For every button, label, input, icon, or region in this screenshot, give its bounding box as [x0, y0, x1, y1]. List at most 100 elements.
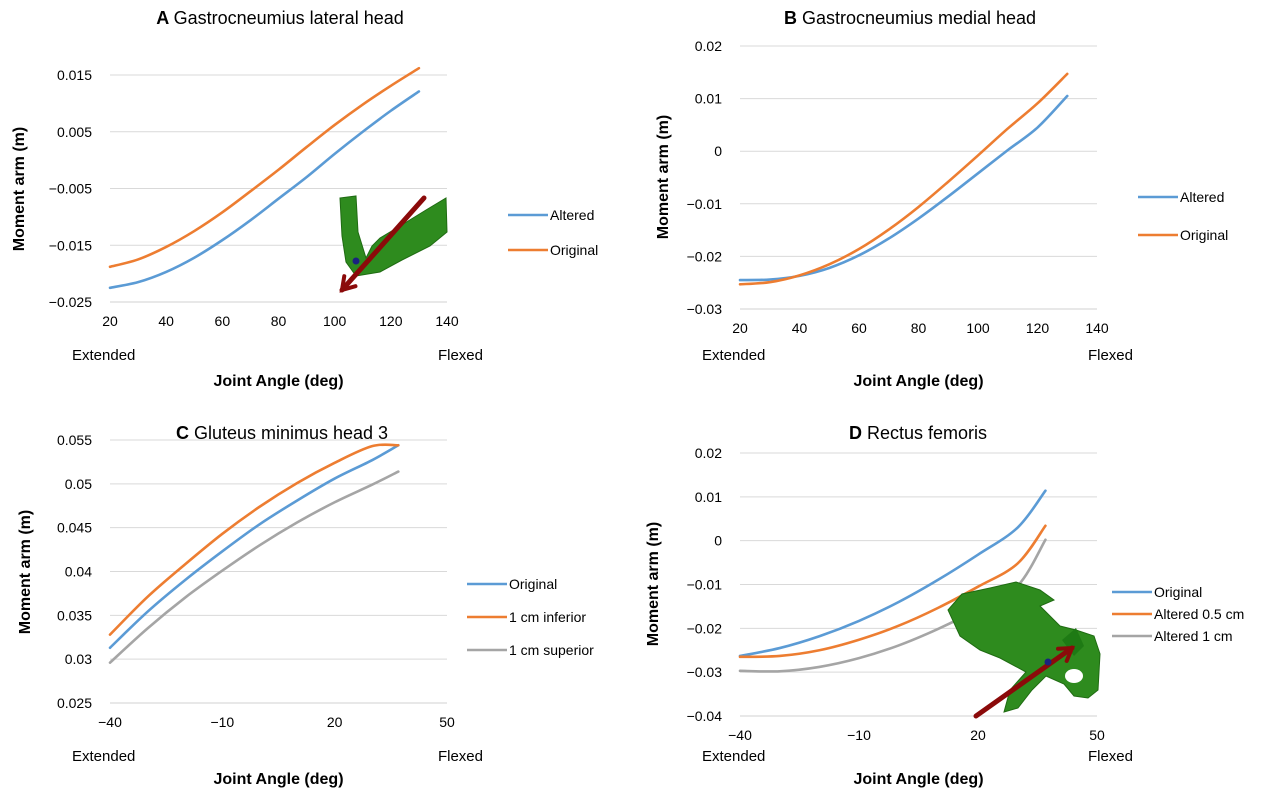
y-tick-label: −0.02	[687, 248, 723, 264]
panel-letter: B	[784, 8, 802, 28]
y-tick-label: 0.025	[57, 695, 92, 711]
legend-label: Original	[1180, 227, 1228, 243]
y-tick-label: 0.01	[695, 489, 722, 505]
x-tick-label: 50	[1089, 727, 1105, 743]
x-tick-label: 100	[966, 320, 990, 336]
x-tick-label: 100	[323, 313, 347, 329]
y-tick-label: −0.03	[687, 301, 723, 317]
chart-panel-d: −0.04 −0.03 −0.02 −0.01 0 0.01 0.02 −40 −10 20 50 D…	[645, 423, 1244, 788]
x-tick-label: 20	[327, 714, 343, 730]
legend-label: 1 cm superior	[509, 642, 594, 658]
x-tick-label: 20	[102, 313, 118, 329]
y-tick-label: −0.04	[687, 708, 723, 724]
y-axis-title: Moment arm (m)	[645, 522, 662, 646]
x-tick-label: 20	[732, 320, 748, 336]
y-tick-label: 0.02	[695, 38, 722, 54]
x-tick-label: 50	[439, 714, 455, 730]
moment-arm-arrow-head	[339, 274, 358, 293]
bone-detail	[1062, 628, 1084, 656]
legend-label: Original	[1154, 584, 1202, 600]
moment-arm-arrow	[339, 195, 427, 293]
series-line-original	[738, 489, 1047, 658]
bone-shape	[947, 581, 1101, 713]
x-tick-label: 140	[1085, 320, 1109, 336]
series-line-1-cm-inferior	[108, 443, 400, 636]
x-tick-label: 60	[851, 320, 867, 336]
chart-panel-a: −0.025 −0.015 −0.005 0.005 0.015 20 40 60 80 100 1…	[11, 8, 598, 390]
series-line-original	[108, 66, 421, 269]
x-axis-title: Joint Angle (deg)	[213, 771, 343, 788]
x-tick-label: 20	[970, 727, 986, 743]
bone-foramen	[1065, 669, 1083, 683]
panel-letter: A	[156, 8, 173, 28]
y-tick-label: 0.005	[57, 124, 92, 140]
bone-model-inset-d	[947, 581, 1101, 719]
y-tick-label: 0.03	[65, 651, 92, 667]
y-axis-title: Moment arm (m)	[655, 115, 672, 239]
x-end-label-flexed: Flexed	[1088, 748, 1133, 765]
y-tick-label: −0.025	[49, 294, 92, 310]
x-axis-title: Joint Angle (deg)	[853, 771, 983, 788]
x-end-label-extended: Extended	[702, 748, 765, 765]
series-line-original	[738, 72, 1069, 286]
series-line-original	[108, 443, 400, 650]
panel-title-text: Gluteus minimus head 3	[194, 423, 388, 443]
x-end-label-extended: Extended	[72, 347, 135, 364]
x-tick-label: −10	[847, 727, 871, 743]
y-tick-label: −0.015	[49, 237, 92, 253]
y-tick-label: 0.01	[695, 91, 722, 107]
y-axis-title: Moment arm (m)	[17, 510, 34, 634]
panel-letter: C	[176, 423, 194, 443]
chart-panel-c: 0.025 0.03 0.035 0.04 0.045 0.05 0.055 −40 −10 20…	[17, 423, 594, 788]
x-tick-label: 80	[271, 313, 287, 329]
x-end-label-flexed: Flexed	[1088, 347, 1133, 364]
joint-center-dot	[352, 257, 360, 265]
chart-title: D Rectus femoris	[849, 423, 987, 443]
moment-arm-arrow-head	[1056, 645, 1076, 663]
legend-label: Altered 0.5 cm	[1154, 606, 1244, 622]
joint-center-dot	[1044, 658, 1052, 666]
x-end-label-extended: Extended	[72, 748, 135, 765]
chart-panel-b: −0.03 −0.02 −0.01 0 0.01 0.02 20 40 60 80 100 120 14…	[655, 8, 1228, 390]
x-tick-label: 40	[158, 313, 174, 329]
x-tick-label: 140	[435, 313, 459, 329]
y-tick-label: −0.03	[687, 664, 723, 680]
y-tick-label: 0.055	[57, 432, 92, 448]
chart-title: C Gluteus minimus head 3	[176, 423, 388, 443]
x-tick-label: −40	[98, 714, 122, 730]
panel-letter: D	[849, 423, 867, 443]
y-tick-label: 0	[714, 533, 722, 549]
y-tick-label: −0.005	[49, 181, 92, 197]
legend-label: Altered	[550, 207, 594, 223]
panel-title-text: Gastrocneumius medial head	[802, 8, 1036, 28]
y-tick-label: −0.01	[687, 196, 723, 212]
x-tick-label: 80	[911, 320, 927, 336]
x-axis-title: Joint Angle (deg)	[213, 373, 343, 390]
series-line-altered	[108, 90, 421, 290]
x-tick-label: 60	[215, 313, 231, 329]
bone-model-inset-a	[339, 195, 448, 293]
y-tick-label: 0.045	[57, 520, 92, 536]
y-tick-label: −0.02	[687, 620, 723, 636]
legend-label: Original	[509, 576, 557, 592]
x-end-label-flexed: Flexed	[438, 347, 483, 364]
y-tick-label: 0.035	[57, 607, 92, 623]
y-tick-label: 0.05	[65, 476, 92, 492]
x-end-label-flexed: Flexed	[438, 748, 483, 765]
legend-label: Altered 1 cm	[1154, 628, 1233, 644]
series-line-altered-0-5-cm	[738, 524, 1047, 659]
x-axis-title: Joint Angle (deg)	[853, 373, 983, 390]
bone-shape	[339, 195, 448, 277]
legend-label: Original	[550, 242, 598, 258]
y-tick-label: 0.015	[57, 67, 92, 83]
x-tick-label: 120	[379, 313, 403, 329]
y-tick-label: −0.01	[687, 577, 723, 593]
x-tick-label: 120	[1026, 320, 1050, 336]
x-tick-label: 40	[792, 320, 808, 336]
y-tick-label: 0.04	[65, 564, 92, 580]
moment-arm-arrow	[973, 645, 1075, 719]
series-line-1-cm-superior	[108, 470, 400, 664]
x-end-label-extended: Extended	[702, 347, 765, 364]
series-line-altered	[738, 94, 1069, 282]
